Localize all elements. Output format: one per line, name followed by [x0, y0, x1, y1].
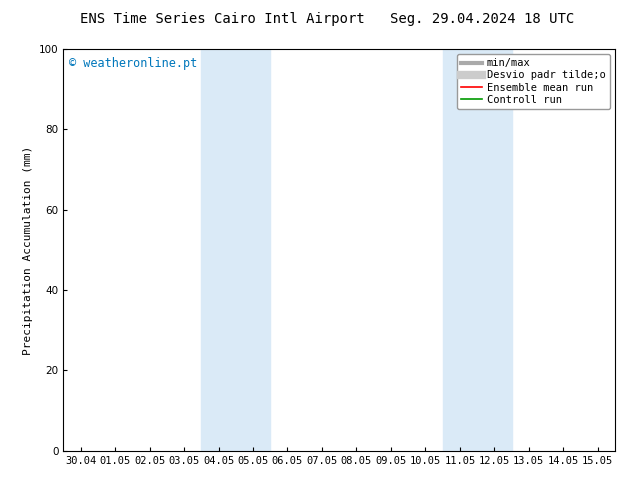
Text: ENS Time Series Cairo Intl Airport: ENS Time Series Cairo Intl Airport	[79, 12, 365, 26]
Bar	[202, 49, 270, 451]
Y-axis label: Precipitation Accumulation (mm): Precipitation Accumulation (mm)	[23, 145, 34, 355]
Text: Seg. 29.04.2024 18 UTC: Seg. 29.04.2024 18 UTC	[390, 12, 574, 26]
Text: © weatheronline.pt: © weatheronline.pt	[69, 57, 197, 70]
Bar	[443, 49, 512, 451]
Legend: min/max, Desvio padr tilde;o, Ensemble mean run, Controll run: min/max, Desvio padr tilde;o, Ensemble m…	[456, 54, 610, 109]
